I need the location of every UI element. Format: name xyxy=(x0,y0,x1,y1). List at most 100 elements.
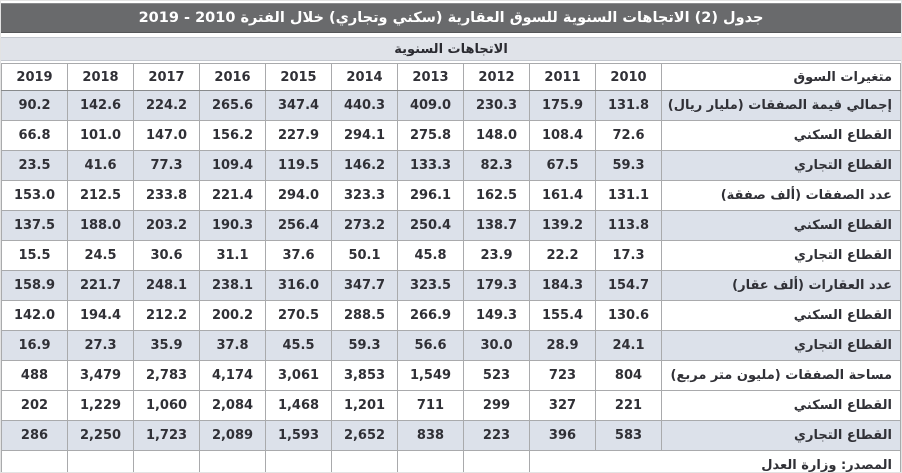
value-cell: 270.5 xyxy=(265,300,332,331)
value-cell: 156.2 xyxy=(199,120,266,151)
value-cell: 230.3 xyxy=(463,90,530,121)
table-row: 153.0 212.5 233.8 221.4 294.0 323.3 296.1 162.5… xyxy=(1,180,901,211)
table-row: 16.9 27.3 35.9 37.8 45.5 59.3 56.6 30.0 28.9 24.1… xyxy=(1,330,901,361)
value-cell: 37.8 xyxy=(199,330,266,361)
table-row: 158.9 221.7 248.1 238.1 316.0 347.7 323.5 179.3… xyxy=(1,270,901,301)
value-cell: 838 xyxy=(397,420,464,451)
row-label: القطاع السكني xyxy=(661,390,901,421)
value-cell: 138.7 xyxy=(463,210,530,241)
table-row: 137.5 188.0 203.2 190.3 256.4 273.2 250.4 138.7… xyxy=(1,210,901,241)
value-cell: 188.0 xyxy=(67,210,134,241)
table-row: 90.2 142.6 224.2 265.6 347.4 440.3 409.0 230.3 1… xyxy=(1,90,901,121)
row-label: القطاع السكني xyxy=(661,210,901,241)
year-header-cell: 2019 xyxy=(1,63,68,91)
value-cell: 265.6 xyxy=(199,90,266,121)
value-cell: 27.3 xyxy=(67,330,134,361)
value-cell: 45.8 xyxy=(397,240,464,271)
value-cell: 2,652 xyxy=(331,420,398,451)
value-cell: 155.4 xyxy=(529,300,596,331)
value-cell: 15.5 xyxy=(1,240,68,271)
value-cell: 1,723 xyxy=(133,420,200,451)
value-cell: 523 xyxy=(463,360,530,391)
value-cell: 30.6 xyxy=(133,240,200,271)
value-cell: 273.2 xyxy=(331,210,398,241)
value-cell: 23.9 xyxy=(463,240,530,271)
value-cell: 409.0 xyxy=(397,90,464,121)
value-cell: 142.0 xyxy=(1,300,68,331)
value-cell: 108.4 xyxy=(529,120,596,151)
row-label: إجمالي قيمة الصفقات (مليار ريال) xyxy=(661,90,901,121)
value-cell: 28.9 xyxy=(529,330,596,361)
row-label: عدد الصفقات (ألف صفقة) xyxy=(661,180,901,211)
value-cell: 2,783 xyxy=(133,360,200,391)
row-label: القطاع السكني xyxy=(661,120,901,151)
value-cell: 347.7 xyxy=(331,270,398,301)
value-cell: 1,468 xyxy=(265,390,332,421)
value-cell: 296.1 xyxy=(397,180,464,211)
value-cell: 347.4 xyxy=(265,90,332,121)
value-cell: 45.5 xyxy=(265,330,332,361)
value-cell: 153.0 xyxy=(1,180,68,211)
value-cell: 294.0 xyxy=(265,180,332,211)
value-cell: 1,549 xyxy=(397,360,464,391)
value-cell: 583 xyxy=(595,420,662,451)
value-cell: 804 xyxy=(595,360,662,391)
value-cell: 2,084 xyxy=(199,390,266,421)
year-header-cell: 2012 xyxy=(463,63,530,91)
value-cell: 77.3 xyxy=(133,150,200,181)
value-cell: 1,060 xyxy=(133,390,200,421)
value-cell: 56.6 xyxy=(397,330,464,361)
market-trends-table: 2019 2018 2017 2016 2015 2014 2013 2012 2011 2010… xyxy=(1,63,901,472)
value-cell: 488 xyxy=(1,360,68,391)
table-row: 488 3,479 2,783 4,174 3,061 3,853 1,549 523 723 8… xyxy=(1,360,901,391)
empty-cell xyxy=(1,450,68,472)
value-cell: 288.5 xyxy=(331,300,398,331)
value-cell: 1,201 xyxy=(331,390,398,421)
row-label: عدد العقارات (ألف عقار) xyxy=(661,270,901,301)
value-cell: 723 xyxy=(529,360,596,391)
value-cell: 158.9 xyxy=(1,270,68,301)
value-cell: 67.5 xyxy=(529,150,596,181)
value-cell: 16.9 xyxy=(1,330,68,361)
value-cell: 327 xyxy=(529,390,596,421)
table-row: 286 2,250 1,723 2,089 1,593 2,652 838 223 396 583… xyxy=(1,420,901,451)
value-cell: 3,061 xyxy=(265,360,332,391)
value-cell: 294.1 xyxy=(331,120,398,151)
source-row: المصدر: وزارة العدل xyxy=(1,450,901,472)
row-label: القطاع التجاري xyxy=(661,420,901,451)
value-cell: 227.9 xyxy=(265,120,332,151)
value-cell: 256.4 xyxy=(265,210,332,241)
value-cell: 233.8 xyxy=(133,180,200,211)
value-cell: 109.4 xyxy=(199,150,266,181)
value-cell: 22.2 xyxy=(529,240,596,271)
value-cell: 223 xyxy=(463,420,530,451)
value-cell: 711 xyxy=(397,390,464,421)
table-row: 202 1,229 1,060 2,084 1,468 1,201 711 299 327 221… xyxy=(1,390,901,421)
year-header-cell: 2016 xyxy=(199,63,266,91)
value-cell: 130.6 xyxy=(595,300,662,331)
value-cell: 35.9 xyxy=(133,330,200,361)
year-header-cell: 2017 xyxy=(133,63,200,91)
row-label: القطاع التجاري xyxy=(661,330,901,361)
table-title: جدول (2) الاتجاهات السنوية للسوق العقاري… xyxy=(1,3,901,33)
value-cell: 238.1 xyxy=(199,270,266,301)
value-cell: 179.3 xyxy=(463,270,530,301)
empty-cell xyxy=(397,450,464,472)
empty-cell xyxy=(463,450,530,472)
value-cell: 90.2 xyxy=(1,90,68,121)
empty-cell xyxy=(199,450,266,472)
value-cell: 396 xyxy=(529,420,596,451)
table-row: 15.5 24.5 30.6 31.1 37.6 50.1 45.8 23.9 22.2 17.3… xyxy=(1,240,901,271)
value-cell: 37.6 xyxy=(265,240,332,271)
value-cell: 72.6 xyxy=(595,120,662,151)
value-cell: 161.4 xyxy=(529,180,596,211)
value-cell: 154.7 xyxy=(595,270,662,301)
year-header-cell: 2010 xyxy=(595,63,662,91)
value-cell: 190.3 xyxy=(199,210,266,241)
value-cell: 221.4 xyxy=(199,180,266,211)
value-cell: 1,229 xyxy=(67,390,134,421)
value-cell: 202 xyxy=(1,390,68,421)
value-cell: 133.3 xyxy=(397,150,464,181)
value-cell: 440.3 xyxy=(331,90,398,121)
